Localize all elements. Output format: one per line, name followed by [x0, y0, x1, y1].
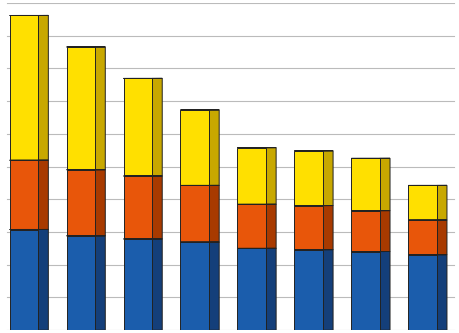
Polygon shape [379, 210, 389, 251]
Bar [67, 47, 95, 170]
Polygon shape [95, 169, 105, 236]
Bar [407, 185, 436, 220]
Bar [237, 148, 265, 204]
Bar [294, 250, 322, 330]
Polygon shape [265, 248, 275, 330]
Polygon shape [436, 185, 446, 220]
Bar [294, 205, 322, 250]
Polygon shape [322, 151, 332, 205]
Bar [407, 220, 436, 255]
Bar [10, 229, 38, 330]
Polygon shape [322, 250, 332, 330]
Polygon shape [208, 242, 218, 330]
Polygon shape [208, 185, 218, 242]
Polygon shape [208, 110, 218, 185]
Polygon shape [436, 255, 446, 330]
Polygon shape [151, 239, 162, 330]
Bar [351, 159, 379, 211]
Bar [123, 239, 151, 330]
Polygon shape [95, 47, 105, 170]
Bar [294, 151, 322, 205]
Bar [123, 79, 151, 176]
Bar [10, 16, 38, 160]
Bar [123, 176, 151, 239]
Polygon shape [38, 15, 48, 160]
Polygon shape [38, 229, 48, 330]
Polygon shape [95, 236, 105, 330]
Bar [237, 204, 265, 248]
Bar [351, 251, 379, 330]
Polygon shape [38, 160, 48, 229]
Polygon shape [436, 220, 446, 255]
Polygon shape [379, 251, 389, 330]
Bar [180, 242, 208, 330]
Polygon shape [265, 204, 275, 248]
Polygon shape [265, 148, 275, 204]
Polygon shape [379, 158, 389, 211]
Bar [67, 170, 95, 236]
Polygon shape [151, 176, 162, 239]
Bar [180, 185, 208, 242]
Polygon shape [151, 78, 162, 176]
Bar [10, 160, 38, 229]
Bar [351, 211, 379, 251]
Bar [180, 110, 208, 185]
Bar [237, 248, 265, 330]
Bar [407, 255, 436, 330]
Polygon shape [322, 205, 332, 250]
Bar [67, 236, 95, 330]
